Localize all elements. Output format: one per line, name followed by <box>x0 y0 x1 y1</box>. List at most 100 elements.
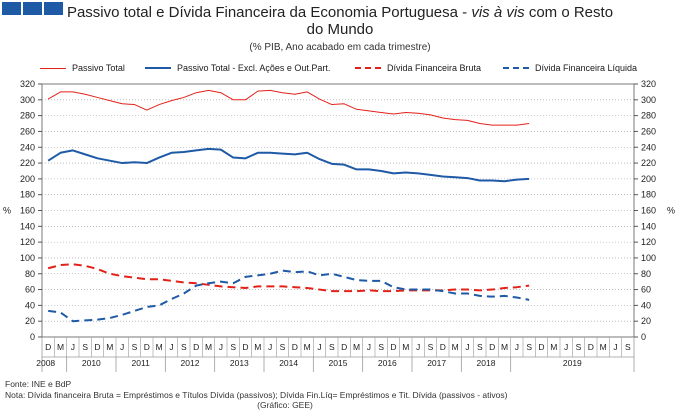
plot-frame <box>41 83 635 338</box>
y-tick-label-left: 100 <box>20 253 35 263</box>
x-year-label: 2019 <box>563 358 582 368</box>
series-line-0 <box>47 89 530 126</box>
x-tick-label: M <box>600 342 607 352</box>
y-tick-label-right: 0 <box>641 332 646 342</box>
legend-label: Passivo Total <box>72 63 125 73</box>
y-tick-label-right: 80 <box>641 269 651 279</box>
x-tick-label: J <box>564 342 568 352</box>
x-tick-label: D <box>390 342 396 352</box>
y-tick-label-right: 140 <box>641 221 656 231</box>
x-tick-label: S <box>329 342 335 352</box>
x-tick-label: J <box>367 342 371 352</box>
x-tick-label: M <box>254 342 261 352</box>
series-line-3 <box>48 269 530 323</box>
y-tick-label-left: 80 <box>25 269 35 279</box>
x-tick-label: D <box>193 342 199 352</box>
y-tick-label-left: 320 <box>20 79 35 89</box>
x-tick-label: S <box>625 342 631 352</box>
y-tick-label-right: 120 <box>641 237 656 247</box>
x-tick-label: M <box>353 342 360 352</box>
x-tick-label: D <box>538 342 544 352</box>
x-year-label: 2012 <box>181 358 200 368</box>
x-tick-label: M <box>156 342 163 352</box>
legend-item: Passivo Total <box>40 63 125 73</box>
x-tick-label: J <box>219 342 223 352</box>
x-year-label: 2013 <box>230 358 249 368</box>
legend-swatch-red-solid <box>40 67 66 69</box>
y-tick-label-left: 220 <box>20 158 35 168</box>
x-tick-label: M <box>550 342 557 352</box>
y-tick-label-left: 200 <box>20 174 35 184</box>
x-year-label: 2015 <box>329 358 348 368</box>
legend-swatch-blue-solid <box>145 67 171 69</box>
y-axis-unit-right: % <box>667 206 675 216</box>
logo-block <box>23 2 42 15</box>
x-tick-label: J <box>120 342 124 352</box>
x-tick-label: M <box>106 342 113 352</box>
chart-title: Passivo total e Dívida Financeira da Eco… <box>60 4 620 38</box>
y-tick-label-right: 300 <box>641 95 656 105</box>
x-year-label: 2016 <box>378 358 397 368</box>
y-tick-label-right: 40 <box>641 300 651 310</box>
y-tick-label-left: 60 <box>25 285 35 295</box>
title-text: Passivo total e Dívida Financeira da Eco… <box>66 4 472 21</box>
series-line-1 <box>47 147 530 183</box>
x-tick-label: D <box>242 342 248 352</box>
y-tick-label-left: 20 <box>25 316 35 326</box>
x-tick-label: D <box>341 342 347 352</box>
brand-logo <box>2 2 63 15</box>
x-tick-label: J <box>416 342 420 352</box>
chart-plot: 0 0 20 20 40 40 60 60 80 80 100 100 120 120 140 140 160 1… <box>3 79 675 372</box>
y-axis-unit-left: % <box>3 206 11 216</box>
series-line-2 <box>47 263 530 293</box>
legend-item: Passivo Total - Excl. Ações e Out.Part. <box>145 63 330 73</box>
y-tick-label-right: 180 <box>641 190 656 200</box>
x-tick-label: M <box>452 342 459 352</box>
legend-label: Passivo Total - Excl. Ações e Out.Part. <box>177 63 331 73</box>
y-tick-label-left: 300 <box>20 95 35 105</box>
legend-swatch-blue-dashed <box>503 67 529 69</box>
x-year-label: 2010 <box>82 358 101 368</box>
y-tick-label-right: 60 <box>641 285 651 295</box>
definition-note: Nota: Dívida financeira Bruta = Emprésti… <box>5 390 508 400</box>
y-tick-label-left: 40 <box>25 300 35 310</box>
y-tick-label-left: 140 <box>20 221 35 231</box>
x-tick-label: M <box>205 342 212 352</box>
y-tick-label-right: 320 <box>641 79 656 89</box>
y-tick-label-left: 120 <box>20 237 35 247</box>
legend-item: Dívida Financeira Bruta <box>355 63 481 73</box>
y-tick-label-right: 160 <box>641 206 656 216</box>
x-tick-label: D <box>94 342 100 352</box>
x-tick-label: D <box>588 342 594 352</box>
y-tick-label-right: 220 <box>641 158 656 168</box>
x-tick-label: D <box>489 342 495 352</box>
x-tick-label: M <box>57 342 64 352</box>
x-tick-label: J <box>169 342 173 352</box>
x-tick-label: M <box>304 342 311 352</box>
x-tick-label: S <box>526 342 532 352</box>
x-year-label: 2018 <box>477 358 496 368</box>
x-tick-label: D <box>440 342 446 352</box>
y-tick-label-left: 180 <box>20 190 35 200</box>
chart-footer: Fonte: INE e BdP Nota: Dívida financeira… <box>5 379 677 410</box>
x-tick-label: M <box>402 342 409 352</box>
x-tick-label: S <box>576 342 582 352</box>
x-tick-label: J <box>465 342 469 352</box>
legend-swatch-red-dashed <box>355 67 381 69</box>
x-tick-label: S <box>378 342 384 352</box>
x-tick-label: S <box>230 342 236 352</box>
y-tick-label-left: 160 <box>20 206 35 216</box>
legend-label: Dívida Financeira Líquida <box>535 63 638 73</box>
x-tick-label: M <box>501 342 508 352</box>
x-year-label: 2008 <box>36 358 55 368</box>
y-tick-label-right: 260 <box>641 126 656 136</box>
title-italic: vis à vis <box>471 4 525 21</box>
x-tick-label: D <box>292 342 298 352</box>
x-tick-label: J <box>515 342 519 352</box>
chart-subtitle: (% PIB, Ano acabado em cada trimestre) <box>249 42 431 53</box>
y-tick-label-left: 240 <box>20 142 35 152</box>
x-tick-label: S <box>477 342 483 352</box>
y-tick-label-right: 100 <box>641 253 656 263</box>
x-tick-label: J <box>613 342 617 352</box>
chart-legend: Passivo Total Passivo Total - Excl. Açõe… <box>30 63 660 77</box>
